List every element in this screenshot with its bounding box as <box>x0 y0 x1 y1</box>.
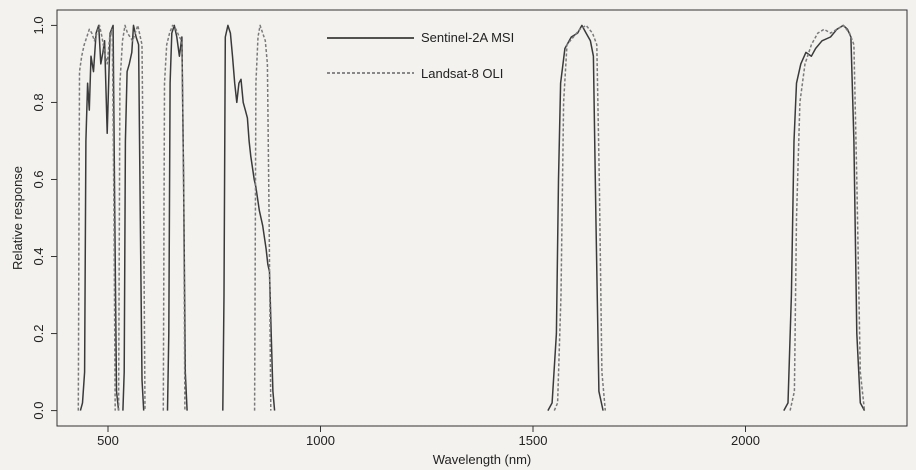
x-tick-label: 500 <box>97 433 119 448</box>
series-line-landsat-8-oli <box>162 24 186 411</box>
y-axis-label: Relative response <box>10 166 25 270</box>
y-tick-label: 1.0 <box>31 16 46 34</box>
series-line-sentinel-2a-msi <box>79 24 120 411</box>
series-line-landsat-8-oli <box>253 24 272 411</box>
series-line-sentinel-2a-msi <box>222 24 276 411</box>
series-line-sentinel-2a-msi <box>783 24 866 411</box>
x-tick-label: 1500 <box>519 433 548 448</box>
y-tick-label: 0.0 <box>31 402 46 420</box>
series-line-landsat-8-oli <box>77 24 116 411</box>
y-tick-label: 0.6 <box>31 170 46 188</box>
y-tick-label: 0.8 <box>31 93 46 111</box>
y-axis: 0.0 0.2 0.4 0.6 0.8 1.0 <box>31 16 57 420</box>
x-tick-label: 2000 <box>731 433 760 448</box>
plot-frame <box>56 9 908 427</box>
legend-label-sentinel: Sentinel-2A MSI <box>421 30 514 45</box>
legend-label-landsat: Landsat-8 OLI <box>421 66 503 81</box>
series-line-sentinel-2a-msi <box>122 24 145 411</box>
series-line-landsat-8-oli <box>553 24 607 411</box>
series-line-landsat-8-oli <box>789 24 866 411</box>
series-layer <box>77 24 866 411</box>
series-line-sentinel-2a-msi <box>547 24 604 411</box>
x-tick-label: 1000 <box>306 433 335 448</box>
x-axis: 500 1000 1500 2000 <box>97 426 760 448</box>
y-tick-label: 0.4 <box>31 247 46 265</box>
x-axis-label: Wavelength (nm) <box>433 452 532 467</box>
legend: Sentinel-2A MSI Landsat-8 OLI <box>327 30 514 81</box>
y-tick-label: 0.2 <box>31 325 46 343</box>
series-line-landsat-8-oli <box>117 24 146 411</box>
